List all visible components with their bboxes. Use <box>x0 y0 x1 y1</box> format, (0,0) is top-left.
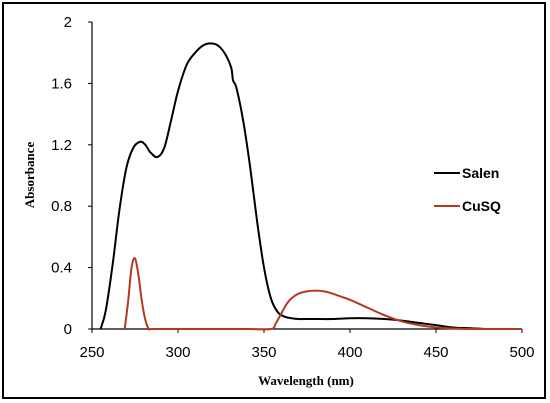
x-tick-label: 300 <box>165 344 190 361</box>
y-tick-label: 1.6 <box>51 75 72 92</box>
x-tick-label: 500 <box>509 344 534 361</box>
y-tick-label: 0.4 <box>51 260 72 277</box>
series-line-salen <box>99 42 522 331</box>
x-tick-label: 250 <box>79 344 104 361</box>
legend-label-cusq: CuSQ <box>462 198 501 214</box>
series-layer <box>99 42 522 331</box>
y-tick-label: 2 <box>64 14 72 31</box>
legend: Salen CuSQ <box>434 165 501 214</box>
x-axis-title: Wavelength (nm) <box>258 373 354 388</box>
chart-frame <box>2 2 546 399</box>
x-tick-label: 450 <box>423 344 448 361</box>
y-axis-title: Absorbance <box>22 142 37 209</box>
x-tick-label: 350 <box>251 344 276 361</box>
y-tick-label: 0 <box>64 321 72 338</box>
y-tick-label: 0.8 <box>51 198 72 215</box>
series-line-cusq <box>123 257 522 331</box>
legend-label-salen: Salen <box>462 165 499 181</box>
x-tick-label: 400 <box>337 344 362 361</box>
y-tick-label: 1.2 <box>51 137 72 154</box>
